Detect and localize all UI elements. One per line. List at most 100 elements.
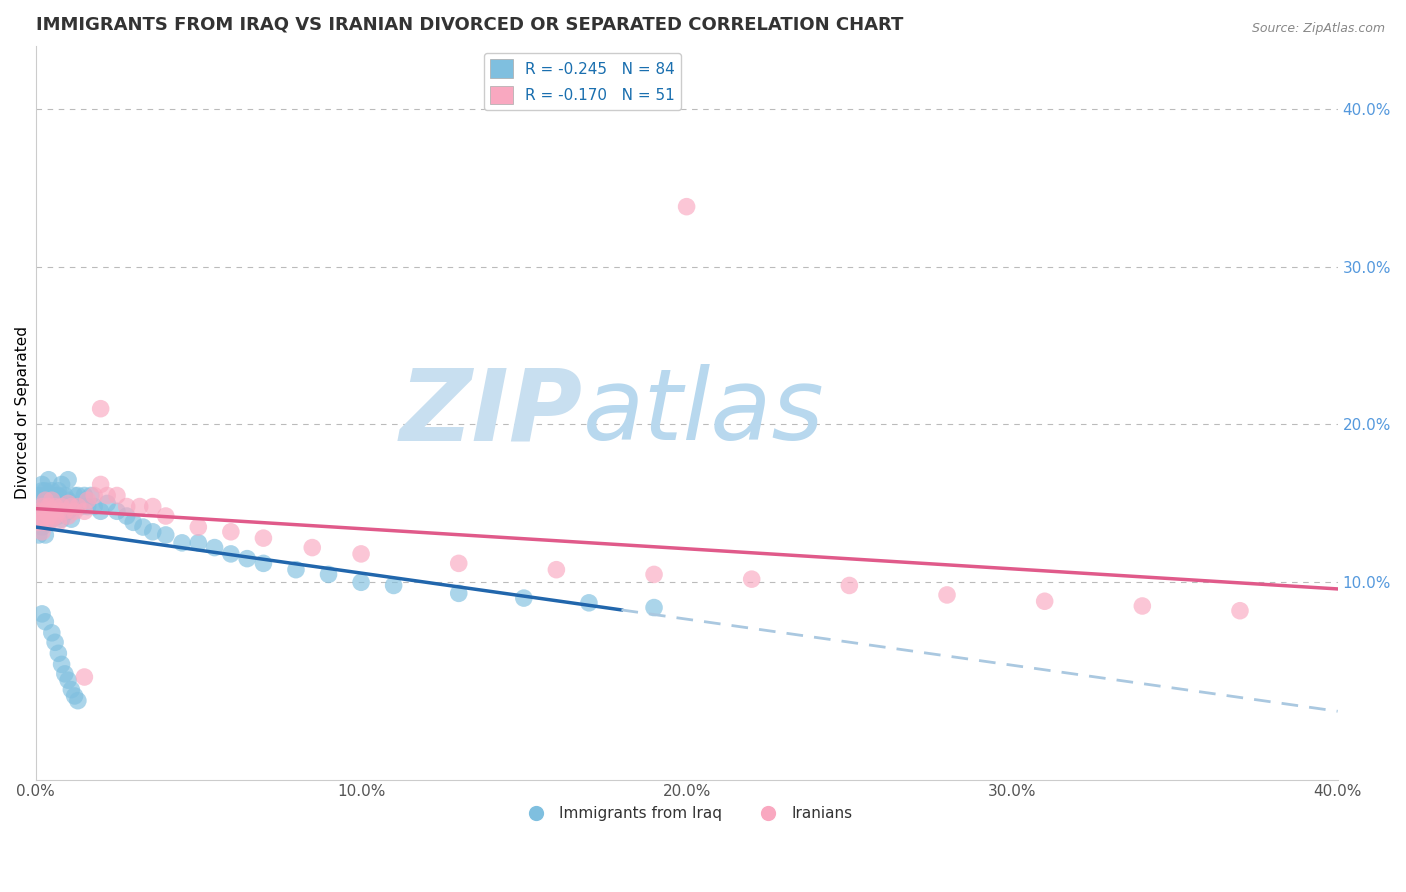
Point [142, 524, 165, 539]
Point [285, 563, 308, 577]
Point [41, 625, 63, 640]
Point [28, 528, 51, 542]
Point [219, 547, 242, 561]
Point [51, 477, 73, 491]
Point [236, 551, 259, 566]
Point [56, 473, 79, 487]
Point [66, 500, 89, 514]
Point [28, 512, 51, 526]
Point [31, 512, 53, 526]
Point [34, 500, 56, 514]
Point [60, 512, 83, 526]
Point [73, 488, 96, 502]
Point [115, 500, 138, 514]
Point [318, 567, 340, 582]
Point [51, 512, 73, 526]
Point [90, 504, 112, 518]
Point [252, 557, 274, 571]
Point [34, 516, 56, 530]
Point [34, 493, 56, 508]
Point [204, 541, 226, 555]
Point [41, 512, 63, 526]
Point [675, 200, 697, 214]
Point [46, 504, 69, 518]
Point [46, 496, 69, 510]
Point [90, 401, 112, 416]
Point [128, 500, 150, 514]
Point [60, 682, 83, 697]
Point [44, 500, 66, 514]
Point [1229, 604, 1251, 618]
Text: atlas: atlas [582, 364, 824, 461]
Point [44, 508, 66, 523]
Point [60, 500, 83, 514]
Point [301, 541, 323, 555]
Point [31, 504, 53, 518]
Point [96, 496, 118, 510]
Point [76, 493, 98, 508]
Point [51, 657, 73, 672]
Text: Source: ZipAtlas.com: Source: ZipAtlas.com [1251, 22, 1385, 36]
Point [132, 520, 155, 534]
Point [38, 500, 60, 514]
Point [38, 473, 60, 487]
Point [63, 488, 86, 502]
Point [76, 500, 98, 514]
Point [38, 508, 60, 523]
Point [34, 483, 56, 498]
Point [643, 600, 665, 615]
Point [83, 500, 105, 514]
Point [90, 477, 112, 491]
Point [187, 536, 209, 550]
Point [38, 500, 60, 514]
Point [643, 567, 665, 582]
Point [350, 575, 373, 590]
Text: IMMIGRANTS FROM IRAQ VS IRANIAN DIVORCED OR SEPARATED CORRELATION CHART: IMMIGRANTS FROM IRAQ VS IRANIAN DIVORCED… [35, 15, 903, 33]
Point [46, 488, 69, 502]
Point [31, 607, 53, 621]
Point [741, 572, 763, 586]
Point [53, 500, 76, 514]
Point [219, 524, 242, 539]
Point [73, 504, 96, 518]
Point [41, 493, 63, 508]
Point [34, 528, 56, 542]
Legend: Immigrants from Iraq, Iranians: Immigrants from Iraq, Iranians [515, 800, 858, 827]
Point [28, 488, 51, 502]
Point [46, 646, 69, 660]
Point [31, 483, 53, 498]
Point [41, 483, 63, 498]
Point [44, 488, 66, 502]
Point [34, 504, 56, 518]
Point [34, 615, 56, 629]
Point [38, 516, 60, 530]
Point [1130, 599, 1153, 613]
Point [447, 586, 470, 600]
Point [56, 673, 79, 688]
Text: ZIP: ZIP [399, 364, 582, 461]
Point [122, 516, 145, 530]
Point [83, 488, 105, 502]
Point [66, 488, 89, 502]
Point [63, 504, 86, 518]
Point [46, 516, 69, 530]
Point [41, 493, 63, 508]
Point [187, 520, 209, 534]
Point [51, 500, 73, 514]
Point [44, 504, 66, 518]
Point [31, 524, 53, 539]
Point [447, 557, 470, 571]
Point [838, 578, 860, 592]
Point [34, 504, 56, 518]
Point [38, 496, 60, 510]
Point [513, 591, 536, 606]
Point [252, 531, 274, 545]
Point [70, 500, 93, 514]
Point [63, 500, 86, 514]
Point [31, 512, 53, 526]
Point [142, 500, 165, 514]
Point [63, 689, 86, 703]
Point [578, 596, 600, 610]
Point [51, 500, 73, 514]
Point [80, 488, 103, 502]
